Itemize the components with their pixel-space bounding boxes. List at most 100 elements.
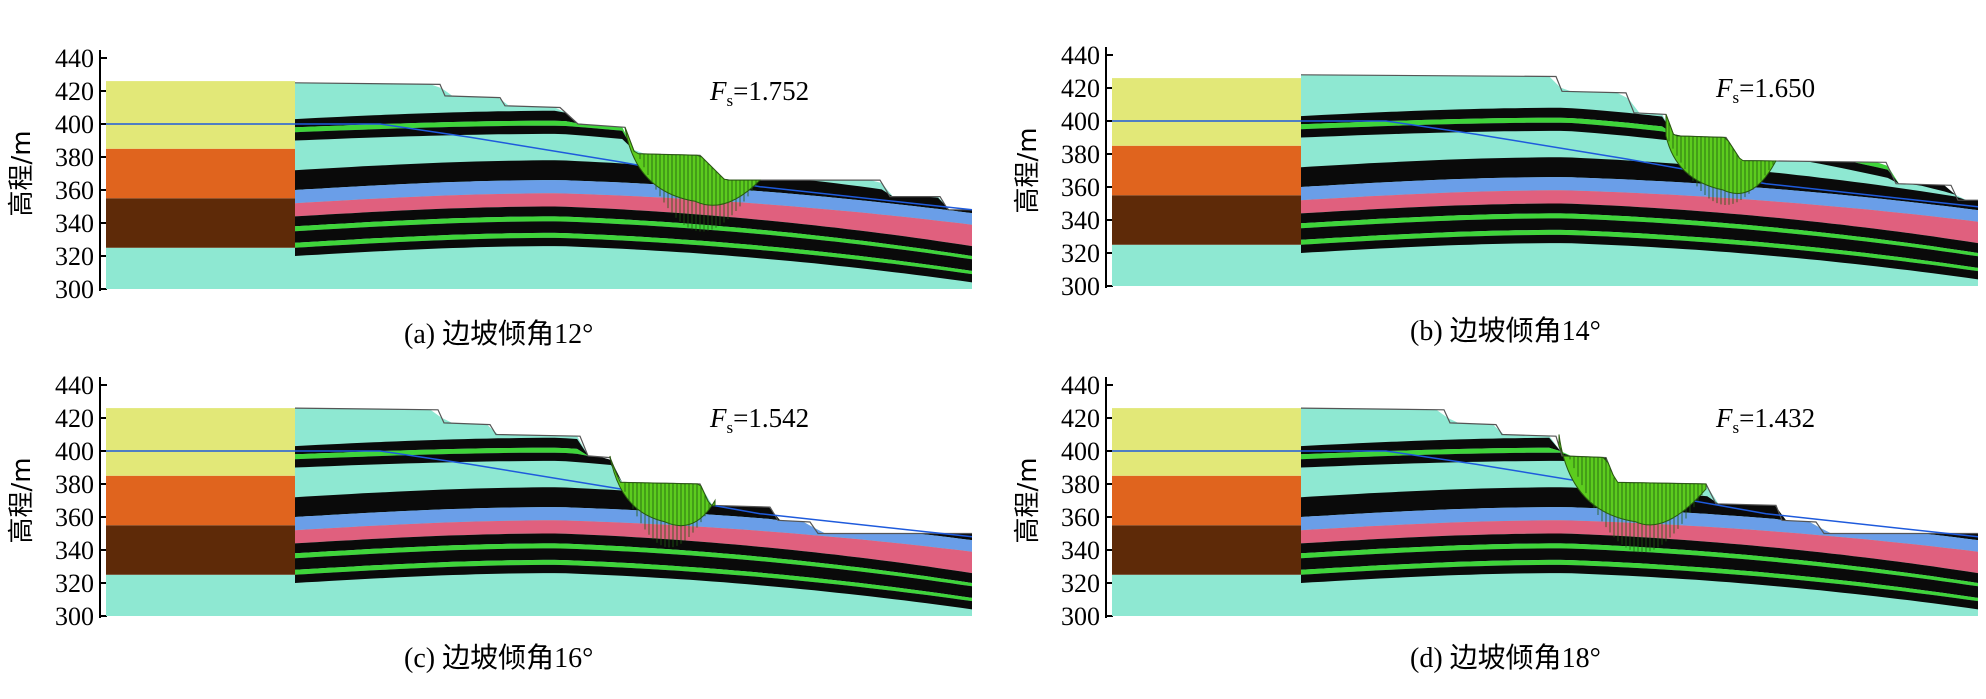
slip-hatch [620,482,710,548]
fs-value: =1.432 [1739,403,1815,433]
layer-black-1 [1301,107,1978,201]
factor-of-safety: Fs=1.432 [1715,403,1815,437]
layer-blue [1301,507,1978,552]
y-tick-label: 380 [55,143,94,172]
fs-value: =1.542 [733,403,809,433]
layer-column-orange [106,475,295,526]
y-tick-label: 380 [1061,140,1100,169]
y-tick-label: 300 [1061,602,1100,631]
section-diagram-a: 440 420 400 380 360 340 320 300 高程/m Fs=1.752 [7,44,973,304]
layer-pink [1301,190,1978,244]
fs-symbol: F [1715,73,1733,103]
layer-black-2 [1301,122,1978,201]
y-tick-label: 340 [1061,536,1100,565]
slip-hatch [639,153,757,232]
panel-d: 440 420 400 380 360 340 320 300 高程/m Fs=1.432 (d)… [1006,327,1986,676]
fs-symbol: F [709,403,727,433]
slip-hatch [1569,456,1703,553]
y-tick-label: 420 [1061,404,1100,433]
layer-black-6 [295,564,972,610]
y-tick-label: 420 [1061,74,1100,103]
y-tick-label: 300 [55,602,94,631]
layer-black-2 [295,125,972,210]
layer-column-brown [106,525,295,575]
y-tick-label: 320 [55,242,94,271]
layer-green-1 [295,447,972,534]
layer-green-2 [295,216,972,260]
panel-a: 440 420 400 380 360 340 320 300 高程/m Fs=1.752 (a)… [0,0,993,350]
y-tick-label: 360 [55,176,94,205]
slip-mass [624,127,762,206]
layer-column-yellow [106,81,295,149]
panel-c: 440 420 400 380 360 340 320 300 高程/m Fs=1.542 (c)… [0,327,993,676]
y-tick-label: 440 [55,371,94,400]
fs-symbol: F [709,76,727,106]
layer-black-4 [1301,203,1978,253]
caption-b: (b) 边坡倾角14° [1410,316,1601,347]
fs-subscript: s [727,91,734,110]
water-table-line [1112,120,1979,208]
y-tick-label: 400 [55,437,94,466]
layer-black-5 [295,548,972,598]
y-tick-label: 320 [1061,239,1100,268]
layer-black-2 [1301,452,1978,534]
y-tick-label: 420 [55,404,94,433]
layer-column-orange [1112,475,1301,526]
layer-blue [295,180,972,225]
fs-symbol: F [1715,403,1733,433]
layer-column-orange [106,148,295,199]
layer-black-3 [295,160,972,214]
layer-black-3 [295,487,972,541]
fs-subscript: s [1733,88,1740,107]
layer-column-yellow [106,408,295,476]
layer-black-1 [1301,437,1978,534]
y-tick-label: 360 [55,503,94,532]
layer-blue [295,507,972,552]
layer-black-5 [295,221,972,271]
layer-column-yellow [1112,78,1301,146]
water-table-line [106,123,973,211]
layer-black-1 [295,110,972,210]
y-tick-label: 440 [1061,41,1100,70]
layer-green-3 [1301,559,1978,602]
slip-hatch [1668,122,1774,205]
layer-black-5 [1301,548,1978,598]
factor-of-safety: Fs=1.650 [1715,73,1815,107]
layer-green-2 [1301,213,1978,257]
panel-b: 440 420 400 380 360 340 320 300 高程/m Fs=1.650 (b)… [1006,0,1986,347]
y-tick-label: 400 [55,110,94,139]
y-tick-label: 400 [1061,107,1100,136]
y-tick-label: 440 [55,44,94,73]
layer-column-yellow [1112,408,1301,476]
layer-black-5 [1301,218,1978,268]
y-tick-label: 380 [1061,470,1100,499]
layer-black-3 [1301,157,1978,211]
layer-green-3 [295,559,972,602]
layer-green-1 [295,120,972,210]
layer-green-3 [295,232,972,275]
layer-black-6 [295,237,972,283]
caption-c: (c) 边坡倾角16° [404,643,594,674]
fs-subscript: s [727,418,734,437]
layer-column-base [1112,574,1301,616]
layer-pink [295,520,972,574]
y-tick-label: 400 [1061,437,1100,466]
fs-value: =1.650 [1739,73,1815,103]
layer-pink [295,193,972,247]
layer-black-1 [295,437,972,534]
caption-a: (a) 边坡倾角12° [404,319,594,350]
water-table-line [1112,450,1979,538]
y-tick-label: 360 [1061,503,1100,532]
y-tick-label: 420 [55,77,94,106]
layer-black-6 [1301,234,1978,280]
y-tick-label: 340 [55,209,94,238]
y-tick-label: 320 [1061,569,1100,598]
y-tick-label: 440 [1061,371,1100,400]
layer-green-2 [1301,543,1978,587]
layer-black-6 [1301,564,1978,610]
y-tick-label: 300 [55,275,94,304]
section-diagram-b: 440 420 400 380 360 340 320 300 高程/m Fs=1.650 [1013,41,1979,301]
y-tick-label: 320 [55,569,94,598]
layer-column-base [106,247,295,289]
layer-column-brown [1112,525,1301,575]
